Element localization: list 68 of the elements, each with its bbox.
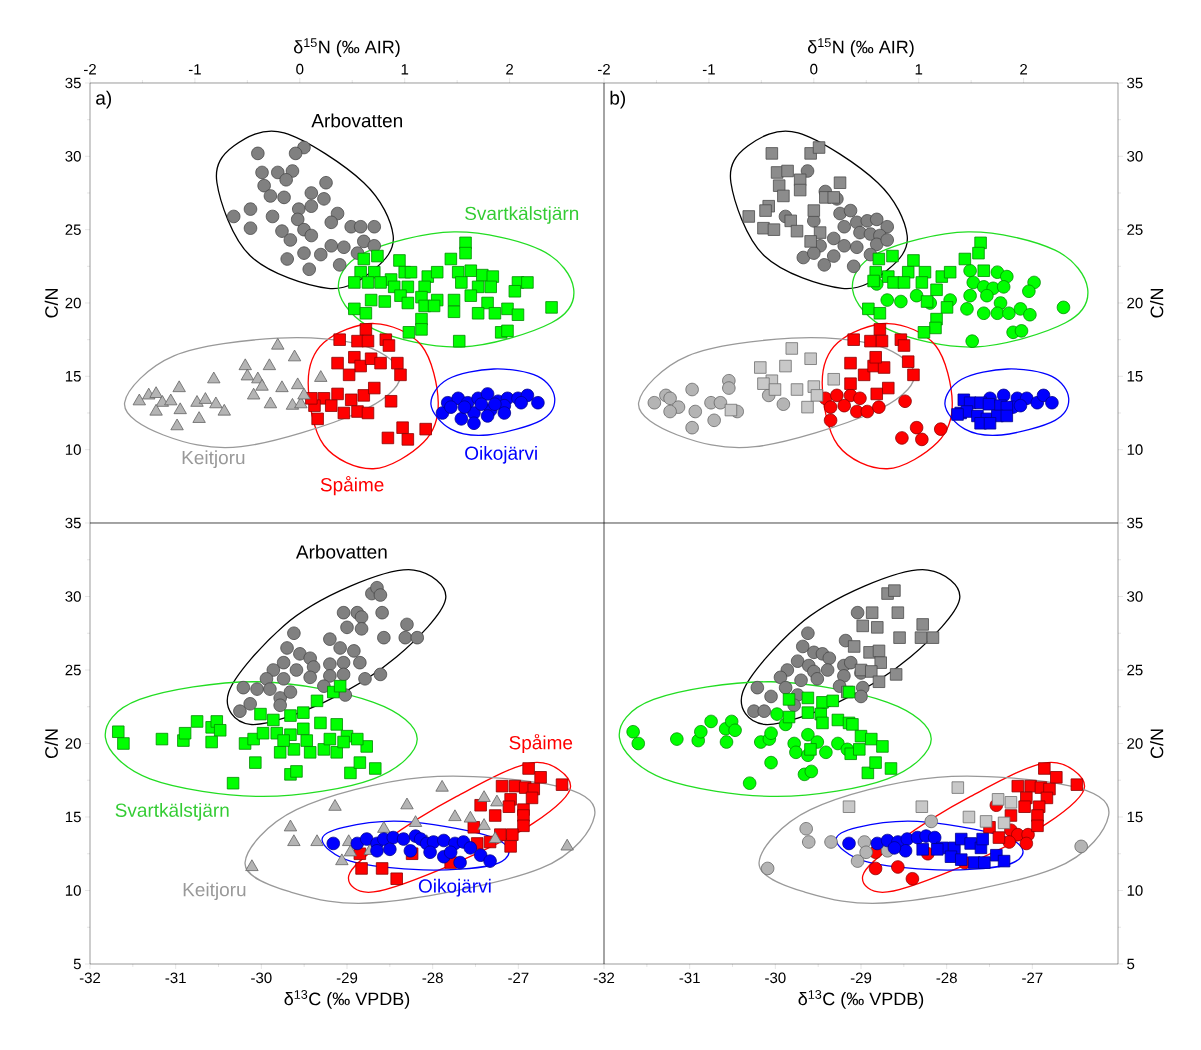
y-tick-label: 35 [65,77,81,89]
annotation: Keitjoru [182,450,245,469]
y-tick-label: 25 [65,664,81,676]
annotation: Spåime [320,475,384,496]
y-tick-label: 35 [1127,517,1143,529]
x-tick-label: -32 [593,972,615,984]
y-tick-label: 15 [1127,811,1143,823]
x-tick-label: -29 [336,972,358,984]
x-tick-label: 1 [915,64,923,75]
x-tick-label: -27 [508,972,529,984]
x-tick-label: -31 [165,972,186,984]
y-tick-label: 15 [65,371,81,382]
x-axis-title: δ$^{13}$C (‰ VPDB) [284,990,410,1009]
x-tick-label: 2 [506,63,514,75]
x-tick-label: -28 [422,972,443,984]
y-tick-label: 25 [65,224,81,235]
annotation: Keitjoru [183,882,246,901]
y-tick-label: 20 [1127,297,1143,309]
annotation: Svartkälstjärn [465,206,579,224]
y-axis-title: C/N [1150,288,1164,318]
x-tick-label: -2 [83,63,96,75]
y-tick-label: 10 [1127,444,1143,455]
x-tick-label: -1 [188,64,201,75]
annotation: Arbovatten [295,544,387,559]
y-tick-label: 30 [1127,151,1143,162]
x-tick-label: -30 [251,972,272,984]
annotation: a) [96,90,112,109]
y-tick-label: 25 [1127,664,1143,676]
x-axis-title: δ$^{15}$N (‰ AIR) [293,38,400,57]
x-axis-title: δ$^{13}$C (‰ VPDB) [798,990,924,1009]
y-tick-label: 10 [1127,885,1143,896]
y-tick-label: 30 [1127,591,1143,602]
x-tick-label: -32 [79,972,101,984]
y-tick-label: 15 [65,811,81,823]
y-tick-label: 35 [1127,77,1143,89]
x-tick-label: -31 [679,972,700,984]
y-tick-label: 35 [65,517,81,529]
x-tick-label: 2 [1020,63,1028,75]
y-tick-label: 10 [65,885,81,896]
y-tick-label: 30 [65,591,81,602]
x-tick-label: -1 [702,64,715,75]
y-tick-label: 20 [1127,738,1143,749]
x-tick-label: -29 [850,972,872,984]
y-axis-title: C/N [44,729,58,759]
y-tick-label: 25 [1127,224,1143,235]
annotation: Arbovatten [311,113,402,128]
y-axis-title: C/N [44,288,58,318]
annotation: Oikojärvi [465,445,537,464]
y-tick-label: 15 [1127,371,1143,382]
y-tick-label: 5 [1127,958,1135,970]
x-axis-title: δ$^{15}$N (‰ AIR) [808,38,914,57]
annotation: Svartkälstjärn [115,803,229,821]
x-tick-label: 0 [296,63,304,75]
y-tick-label: 20 [65,738,81,749]
annotation: Spåime [509,733,573,754]
x-tick-label: -30 [765,972,786,984]
x-tick-label: -28 [936,972,957,984]
x-tick-label: -27 [1022,972,1043,984]
annotation: b) [610,90,626,109]
x-tick-label: 0 [810,63,818,75]
y-tick-label: 10 [65,444,81,455]
x-tick-label: 1 [401,64,409,75]
annotation: Oikojärvi [418,878,491,897]
y-axis-title: C/N [1150,729,1164,759]
y-tick-label: 20 [65,297,81,309]
y-tick-label: 30 [65,151,81,162]
x-tick-label: -2 [598,63,610,75]
y-tick-label: 5 [73,958,81,970]
